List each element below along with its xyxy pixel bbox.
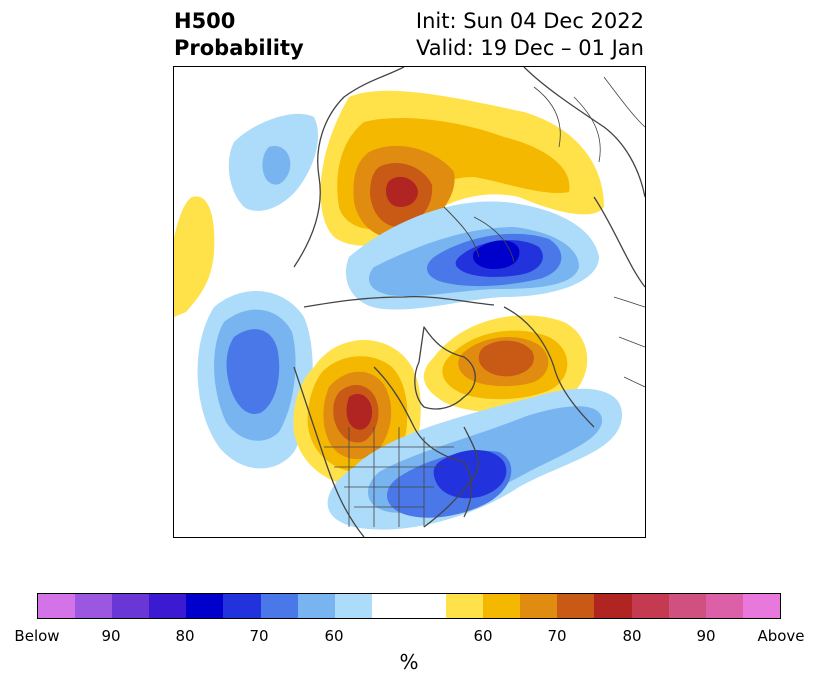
colorbar-swatch-below <box>75 594 113 618</box>
greenland-outline <box>414 326 476 410</box>
valid-range: Valid: 19 Dec – 01 Jan <box>415 36 644 60</box>
colorbar-unit: % <box>399 650 419 674</box>
tick-label: 80 <box>175 627 195 645</box>
africa-borders <box>613 296 645 388</box>
title-variable: H500 <box>174 9 236 33</box>
canada-hudson-bay <box>373 366 473 518</box>
middle-east-coast <box>523 67 645 198</box>
below-normal-arctic-canada <box>345 201 599 310</box>
colorbar-swatch-above <box>520 594 558 618</box>
tick-label: 70 <box>249 627 269 645</box>
colorbar-swatch-above <box>705 594 743 618</box>
map-svg <box>174 67 645 537</box>
tick-label: Below <box>14 627 60 645</box>
colorbar-swatch-above <box>594 594 632 618</box>
tick-label: 90 <box>101 627 121 645</box>
colorbar-swatch-below <box>149 594 187 618</box>
colorbar <box>37 593 781 619</box>
colorbar-swatch-above <box>483 594 521 618</box>
colorbar-swatch-above <box>557 594 595 618</box>
colorbar-swatch-above <box>631 594 669 618</box>
india-border <box>593 196 645 288</box>
asia-coastline <box>293 67 405 268</box>
below-normal-eastern-us <box>327 388 623 530</box>
land-boundaries <box>293 67 645 537</box>
colorbar-swatch-above <box>446 594 484 618</box>
colorbar-swatch-below <box>223 594 261 618</box>
siberia-arctic-coast <box>303 296 495 308</box>
colorbar-swatch-above <box>668 594 706 618</box>
arctic-islands <box>443 206 515 263</box>
colorbar-swatch-below <box>297 594 335 618</box>
us-state-lines <box>324 446 454 508</box>
chart-title-left: H500 Probability <box>174 8 304 62</box>
tick-label: 70 <box>547 627 567 645</box>
colorbar-swatch-above <box>742 594 780 618</box>
us-state-lines-vertical <box>348 427 425 527</box>
below-normal-north-pacific-west <box>228 113 319 211</box>
title-field: Probability <box>174 36 304 60</box>
colorbar-swatch-below <box>38 594 76 618</box>
above-normal-northern-eurasia <box>320 90 604 246</box>
tick-label: 90 <box>696 627 716 645</box>
below-normal-north-pacific <box>197 290 313 469</box>
above-normal-west-north-america <box>293 340 421 487</box>
chart-title-right: Init: Sun 04 Dec 2022 Valid: 19 Dec – 01… <box>416 8 644 62</box>
europe-coastline <box>503 306 595 428</box>
map-panel <box>173 66 646 538</box>
tick-label: 60 <box>473 627 493 645</box>
tick-label: 60 <box>324 627 344 645</box>
colorbar-swatch-below <box>334 594 372 618</box>
init-date: Init: Sun 04 Dec 2022 <box>415 9 644 33</box>
east-coast-us <box>423 426 479 528</box>
colorbar-swatch-neutral <box>371 594 447 618</box>
colorbar-swatch-below <box>112 594 150 618</box>
tick-label: Above <box>757 627 805 645</box>
colorbar-swatch-below <box>186 594 224 618</box>
eurasia-country-borders <box>533 76 645 163</box>
west-coast-north-america <box>293 366 365 537</box>
tick-label: 80 <box>622 627 642 645</box>
above-normal-north-pacific-west <box>174 196 215 317</box>
above-normal-north-atlantic <box>423 315 588 413</box>
colorbar-swatch-below <box>260 594 298 618</box>
